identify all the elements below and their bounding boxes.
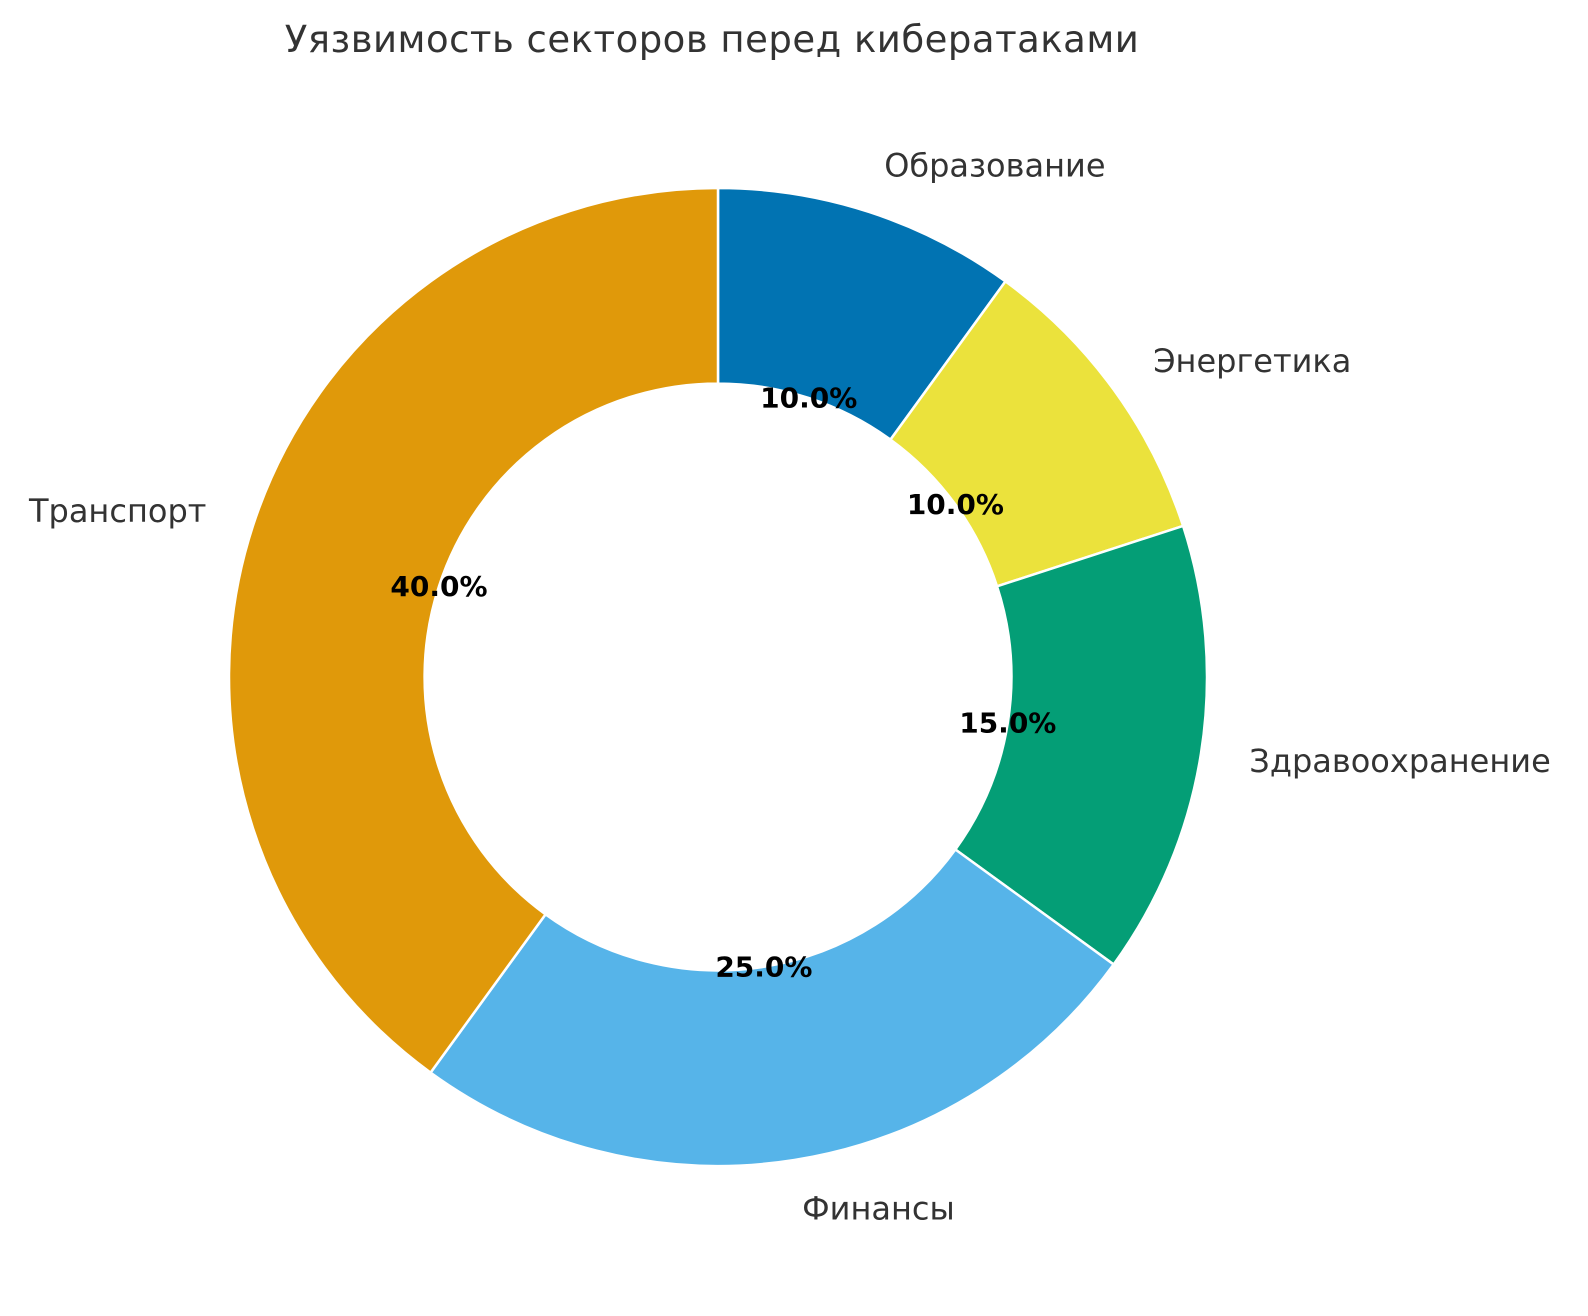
pie-slice-3 xyxy=(954,524,1209,966)
pie-slice-5 xyxy=(227,186,720,1074)
category-label-1: Образование xyxy=(884,146,1105,184)
chart-title: Уязвимость секторов перед кибератаками xyxy=(284,18,1140,61)
category-label-2: Энергетика xyxy=(1153,342,1351,380)
category-label-3: Здравоохранение xyxy=(1249,742,1550,780)
category-label-4: Финансы xyxy=(802,1189,955,1227)
pct-label-4: 25.0% xyxy=(715,950,812,983)
pct-label-1: 10.0% xyxy=(760,382,857,415)
pct-label-5: 40.0% xyxy=(390,570,487,603)
pct-label-2: 10.0% xyxy=(907,488,1004,521)
category-label-5: Транспорт xyxy=(28,492,206,530)
pct-label-3: 15.0% xyxy=(959,706,1056,739)
pie-slice-4 xyxy=(429,848,1115,1168)
